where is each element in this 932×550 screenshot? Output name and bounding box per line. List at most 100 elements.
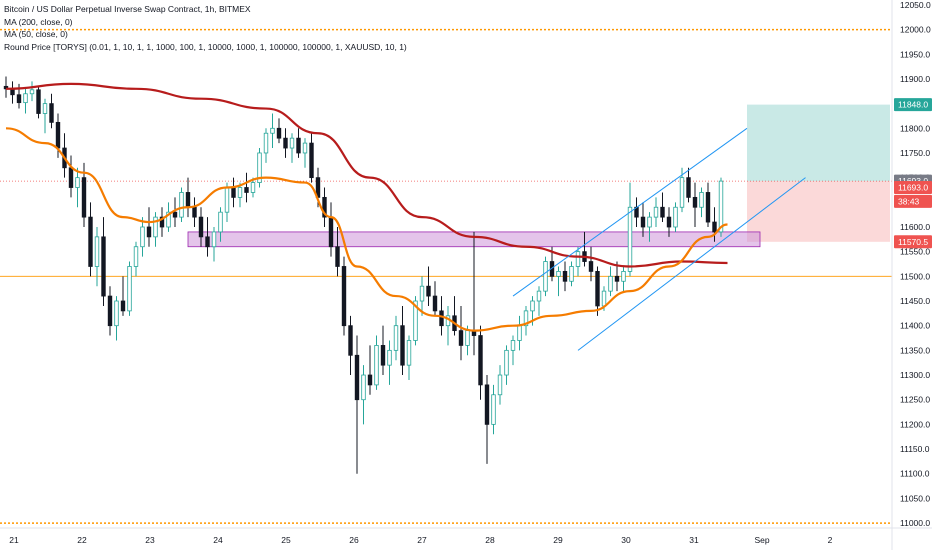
y-tick-label: 11050.0 — [900, 493, 930, 503]
candle-body — [348, 325, 353, 356]
candle-body — [478, 335, 483, 386]
candle-body — [263, 132, 269, 154]
candle-body — [276, 127, 282, 139]
candle-body — [387, 349, 392, 366]
candle-body — [81, 177, 87, 218]
candle-body — [419, 285, 425, 302]
candle-body — [523, 310, 529, 327]
x-tick-label: 30 — [621, 535, 631, 545]
candle-body — [614, 275, 620, 282]
candle-body — [166, 211, 171, 228]
price-tag-bg — [894, 98, 932, 112]
candle-body — [465, 330, 470, 346]
x-tick-label: 22 — [77, 535, 87, 545]
price-tag-bg — [894, 235, 932, 249]
candle-body — [140, 226, 145, 248]
candle-body — [29, 89, 35, 95]
y-tick-label: 11300.0 — [900, 370, 930, 380]
candle-body — [439, 310, 444, 327]
candle-body — [23, 93, 28, 104]
y-tick-label: 11750.0 — [900, 148, 930, 158]
candle-body — [380, 345, 386, 366]
candle-body — [413, 300, 418, 341]
y-tick-label: 11950.0 — [900, 49, 930, 59]
chart-legend: Bitcoin / US Dollar Perpetual Inverse Sw… — [4, 3, 407, 53]
candle-body — [718, 180, 724, 233]
candle-body — [94, 236, 100, 267]
candle-body — [374, 345, 379, 386]
candle-body — [575, 251, 581, 267]
legend-round-price: Round Price [TORYS] (0.01, 1, 10, 1, 1, … — [4, 41, 407, 52]
y-tick-label: 11000.0 — [900, 518, 930, 528]
y-tick-label: 11550.0 — [900, 247, 930, 257]
y-tick-label: 11100.0 — [900, 469, 930, 479]
price-tag-label: 11848.0 — [898, 100, 928, 110]
candle-body — [257, 152, 262, 183]
candle-body — [686, 177, 691, 198]
candle-body — [16, 94, 22, 104]
candle-body — [432, 295, 438, 312]
candle-body — [458, 330, 464, 346]
x-tick-label: 27 — [417, 535, 427, 545]
candle-body — [653, 206, 659, 218]
candle-body — [647, 216, 652, 228]
candle-body — [673, 206, 678, 228]
candle-body — [42, 103, 48, 114]
candle-body — [601, 290, 607, 307]
price-tag-bg — [894, 181, 932, 195]
x-tick-label: 29 — [553, 535, 563, 545]
candle-body — [289, 137, 295, 149]
candle-body — [556, 271, 561, 277]
candle-body — [712, 221, 717, 233]
candle-body — [621, 271, 626, 282]
candle-body — [179, 192, 184, 218]
candle-body — [250, 182, 256, 193]
candle-body — [393, 325, 399, 351]
candle-body — [530, 300, 535, 312]
candle-body — [608, 275, 613, 292]
x-tick-label: 24 — [213, 535, 223, 545]
y-tick-label: 11150.0 — [900, 444, 930, 454]
candle-body — [36, 89, 41, 114]
candle-body — [237, 187, 243, 198]
candle-body — [218, 211, 223, 233]
channel-upper-line — [512, 127, 748, 297]
candle-body — [517, 325, 522, 341]
x-tick-label: 2 — [828, 535, 833, 545]
candle-body — [185, 192, 191, 208]
candle-body — [341, 266, 347, 327]
y-tick-label: 12000.0 — [900, 25, 931, 35]
x-tick-label: 28 — [485, 535, 495, 545]
candle-body — [127, 266, 132, 312]
candle-body — [192, 206, 197, 218]
candle-body — [510, 340, 516, 351]
candle-body — [231, 187, 236, 198]
candle-body — [328, 216, 334, 248]
candle-body — [107, 295, 113, 327]
candle-body — [699, 192, 704, 208]
y-tick-label: 11450.0 — [900, 296, 930, 306]
candle-body — [361, 374, 366, 401]
candle-body — [205, 236, 210, 248]
candle-body — [224, 187, 230, 213]
y-tick-label: 11900.0 — [900, 74, 930, 84]
candle-body — [354, 354, 360, 401]
candle-body — [75, 177, 80, 188]
candle-body — [296, 137, 301, 154]
candle-body — [660, 206, 665, 218]
candle-body — [640, 216, 646, 228]
y-tick-label: 12050.0 — [900, 0, 931, 10]
candle-body — [543, 261, 548, 292]
legend-ma50: MA (50, close, 0) — [4, 29, 68, 39]
candle-body — [705, 192, 711, 223]
candle-body — [666, 216, 672, 228]
price-tag-label: 11570.5 — [898, 237, 928, 247]
y-tick-label: 11400.0 — [900, 321, 930, 331]
candle-body — [309, 142, 314, 179]
candle-body — [244, 187, 249, 193]
x-tick-label: 25 — [281, 535, 291, 545]
y-tick-label: 11350.0 — [900, 345, 930, 355]
candle-body — [484, 384, 490, 425]
